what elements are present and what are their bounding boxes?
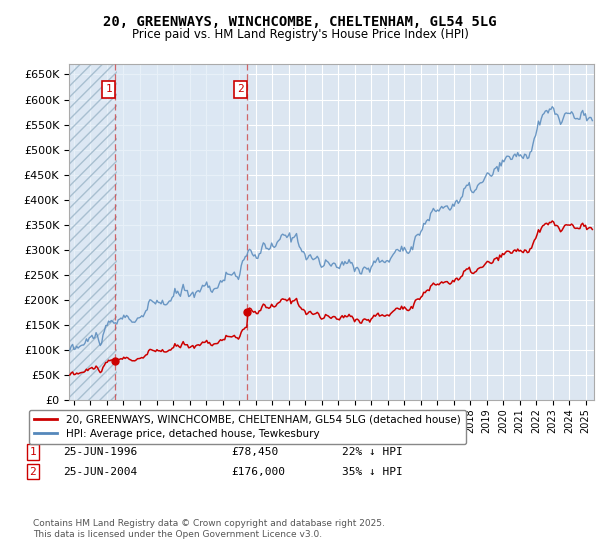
Text: 20, GREENWAYS, WINCHCOMBE, CHELTENHAM, GL54 5LG: 20, GREENWAYS, WINCHCOMBE, CHELTENHAM, G… [103,15,497,29]
Text: 35% ↓ HPI: 35% ↓ HPI [342,466,403,477]
Text: 25-JUN-2004: 25-JUN-2004 [63,466,137,477]
Text: Price paid vs. HM Land Registry's House Price Index (HPI): Price paid vs. HM Land Registry's House … [131,28,469,41]
Legend: 20, GREENWAYS, WINCHCOMBE, CHELTENHAM, GL54 5LG (detached house), HPI: Average p: 20, GREENWAYS, WINCHCOMBE, CHELTENHAM, G… [29,409,466,444]
Bar [70,64,249,400]
Bar [70,64,117,400]
Text: 2: 2 [238,85,244,95]
Text: £176,000: £176,000 [231,466,285,477]
Text: 1: 1 [29,447,37,457]
Text: 25-JUN-1996: 25-JUN-1996 [63,447,137,457]
Text: £78,450: £78,450 [231,447,278,457]
Text: 22% ↓ HPI: 22% ↓ HPI [342,447,403,457]
Text: 2: 2 [29,466,37,477]
Text: 1: 1 [105,85,112,95]
Text: Contains HM Land Registry data © Crown copyright and database right 2025.
This d: Contains HM Land Registry data © Crown c… [33,520,385,539]
